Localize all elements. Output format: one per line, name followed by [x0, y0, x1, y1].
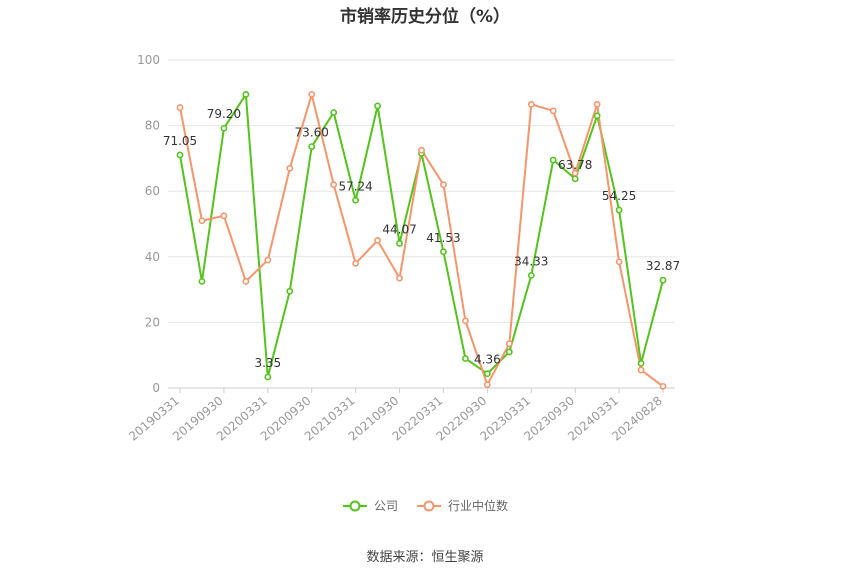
data-point-0: [242, 91, 250, 98]
data-point-1: [308, 91, 316, 98]
legend-label-company: 公司: [373, 499, 398, 513]
legend-marker-industry-median: [417, 500, 441, 511]
data-point-1: [418, 146, 425, 154]
data-point-0: [396, 240, 403, 247]
data-point-1: [440, 181, 447, 189]
series-line-1: [179, 93, 664, 388]
data-point-0: [352, 196, 360, 204]
data-label: 63.78: [558, 158, 592, 172]
data-point-1: [220, 212, 228, 220]
data-point-1: [242, 277, 250, 285]
data-point-1: [483, 381, 491, 389]
series-lines: [176, 91, 667, 390]
data-point-1: [396, 274, 403, 282]
data-labels: 71.05 79.20 3.35 73.60 57.24 44.07 41.53 4.36 34…: [163, 107, 680, 370]
data-point-0: [286, 287, 294, 295]
y-tick-label: 80: [145, 119, 160, 133]
data-point-1: [264, 256, 272, 264]
data-label: 44.07: [382, 222, 416, 236]
source-note: 数据来源：恒生聚源: [366, 550, 484, 565]
legend-marker-company: [342, 500, 367, 511]
data-point-0: [527, 271, 535, 279]
data-point-1: [352, 259, 360, 267]
y-tick-label: 0: [152, 381, 160, 395]
data-point-0: [374, 102, 381, 110]
data-point-0: [637, 359, 645, 367]
data-point-0: [198, 277, 206, 285]
grid-lines: [168, 59, 675, 389]
data-point-1: [549, 107, 557, 115]
data-point-1: [286, 164, 294, 172]
data-label: 79.20: [207, 107, 241, 121]
data-point-0: [440, 248, 447, 256]
data-point-0: [549, 156, 557, 164]
data-point-0: [615, 206, 623, 214]
data-point-0: [220, 124, 228, 132]
legend-label-industry-median: 行业中位数: [448, 499, 509, 513]
data-label: 34.33: [514, 254, 548, 268]
data-point-1: [615, 258, 623, 266]
data-label: 3.35: [254, 356, 281, 370]
data-label: 57.24: [338, 179, 372, 193]
data-point-0: [483, 370, 491, 378]
data-point-0: [462, 355, 469, 362]
series-line-0: [179, 93, 664, 379]
y-tick-label: 60: [145, 184, 160, 198]
y-tick-label: 100: [137, 53, 160, 67]
data-label: 4.36: [474, 353, 501, 367]
data-label: 71.05: [163, 134, 197, 148]
data-point-1: [593, 100, 601, 108]
data-label: 73.60: [295, 126, 329, 140]
y-tick-label: 40: [145, 250, 160, 264]
data-point-1: [659, 382, 667, 390]
data-point-0: [330, 109, 338, 116]
data-label: 54.25: [602, 189, 636, 203]
line-chart: 0204060801002019033120190930202003312020…: [126, 53, 680, 444]
data-point-1: [637, 366, 645, 374]
data-point-0: [593, 112, 601, 120]
data-point-0: [264, 373, 272, 381]
data-point-1: [330, 181, 338, 189]
data-label: 41.53: [426, 231, 460, 245]
chart-title: 市销率历史分位（%）: [339, 7, 511, 27]
data-point-1: [198, 217, 206, 225]
data-point-0: [176, 151, 184, 159]
data-point-1: [176, 104, 184, 111]
legend-item-industry-median[interactable]: 行业中位数: [416, 497, 508, 514]
data-point-1: [505, 340, 513, 348]
data-point-1: [374, 236, 381, 244]
data-point-1: [571, 169, 579, 177]
legend: 公司 行业中位数: [0, 497, 850, 514]
legend-item-company[interactable]: 公司: [342, 497, 398, 514]
data-point-0: [308, 143, 316, 150]
data-point-0: [505, 348, 513, 356]
data-point-0: [659, 276, 667, 284]
data-point-1: [462, 317, 469, 325]
y-tick-label: 20: [145, 315, 160, 329]
data-point-0: [571, 175, 579, 183]
data-label: 32.87: [646, 259, 680, 273]
data-point-1: [527, 100, 535, 108]
